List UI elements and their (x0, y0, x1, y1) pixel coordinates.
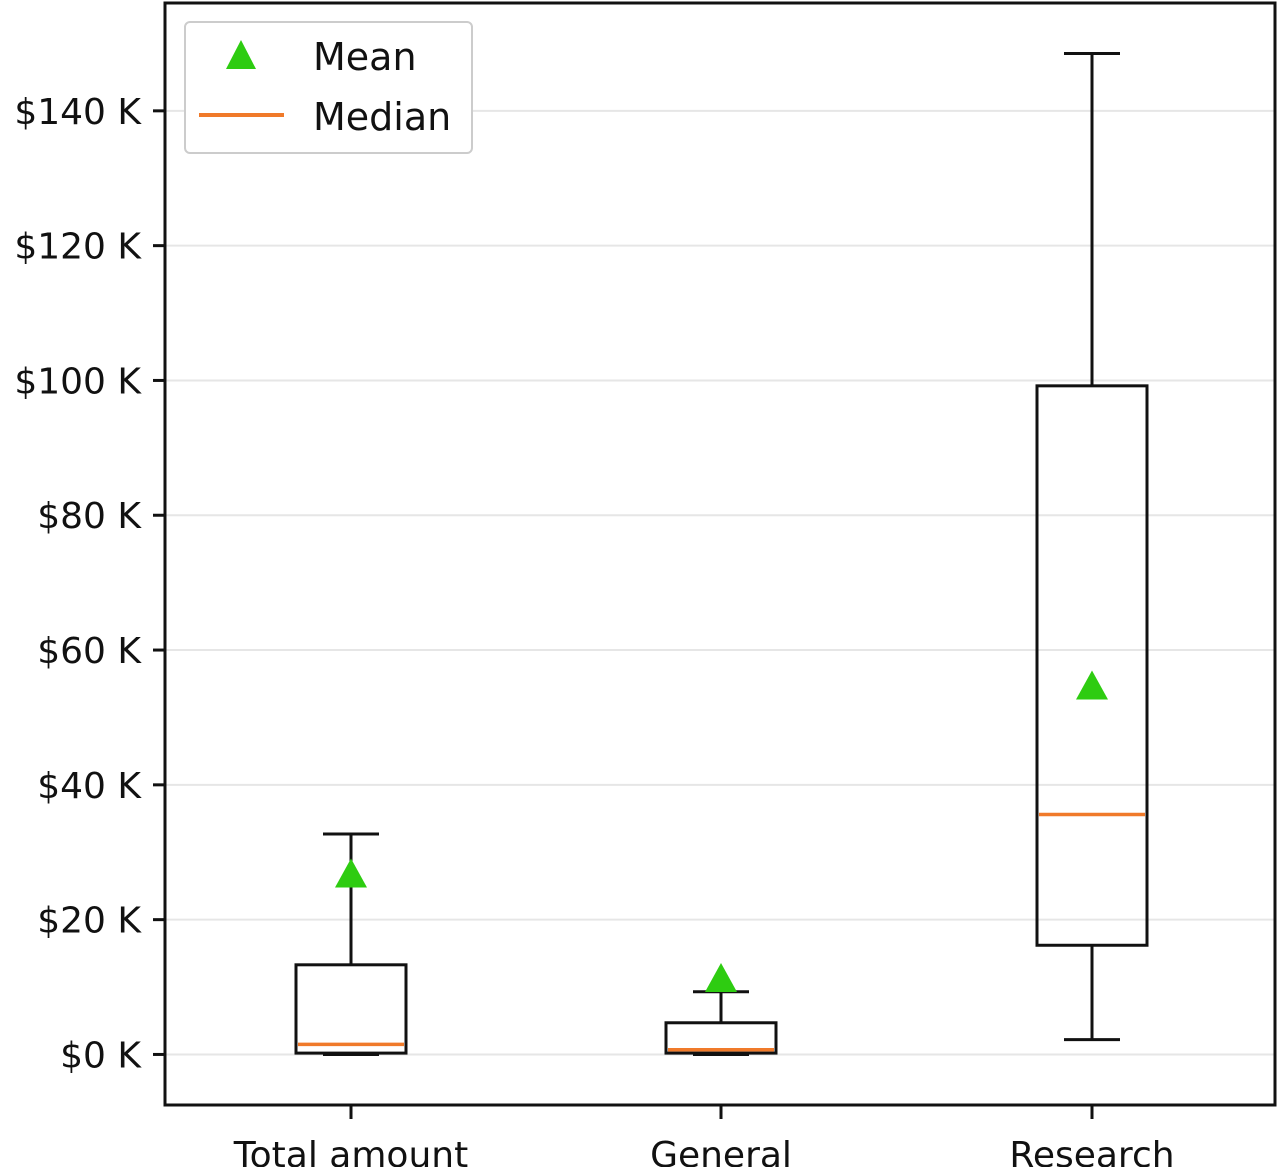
mean-marker (1076, 670, 1108, 700)
x-tick-label: Total amount (233, 1135, 468, 1167)
box-1 (664, 962, 778, 1056)
y-tick-label: $80 K (37, 496, 142, 537)
x-tick-label: General (650, 1135, 792, 1167)
x-axis: Total amount General Research (233, 1105, 1175, 1167)
legend-mean-marker-icon (226, 40, 256, 69)
plot-area-frame (163, 1, 1277, 1107)
legend: Mean Median (184, 21, 473, 154)
y-axis: $0 K $20 K $40 K $60 K $80 K $100 K $120 K $140… (14, 92, 165, 1076)
legend-mean-label: Mean (313, 35, 417, 79)
grid-lines (165, 109, 1275, 1056)
y-tick-label: $60 K (37, 631, 142, 672)
interquartile-box (664, 1021, 778, 1055)
legend-median-label: Median (313, 95, 451, 139)
x-tick-label: Research (1009, 1135, 1174, 1167)
box-2 (1035, 52, 1149, 1042)
box-0 (294, 832, 408, 1056)
mean-marker (335, 858, 367, 888)
legend-box (184, 21, 473, 154)
box-series (294, 52, 1149, 1056)
y-tick-label: $100 K (14, 361, 142, 402)
mean-marker (705, 962, 737, 992)
interquartile-box (294, 963, 408, 1055)
y-tick-label: $20 K (37, 901, 142, 942)
y-tick-label: $140 K (14, 92, 142, 133)
y-tick-label: $120 K (14, 227, 142, 268)
y-tick-label: $40 K (37, 766, 142, 807)
interquartile-box (1035, 384, 1149, 947)
y-tick-label: $0 K (60, 1035, 142, 1076)
